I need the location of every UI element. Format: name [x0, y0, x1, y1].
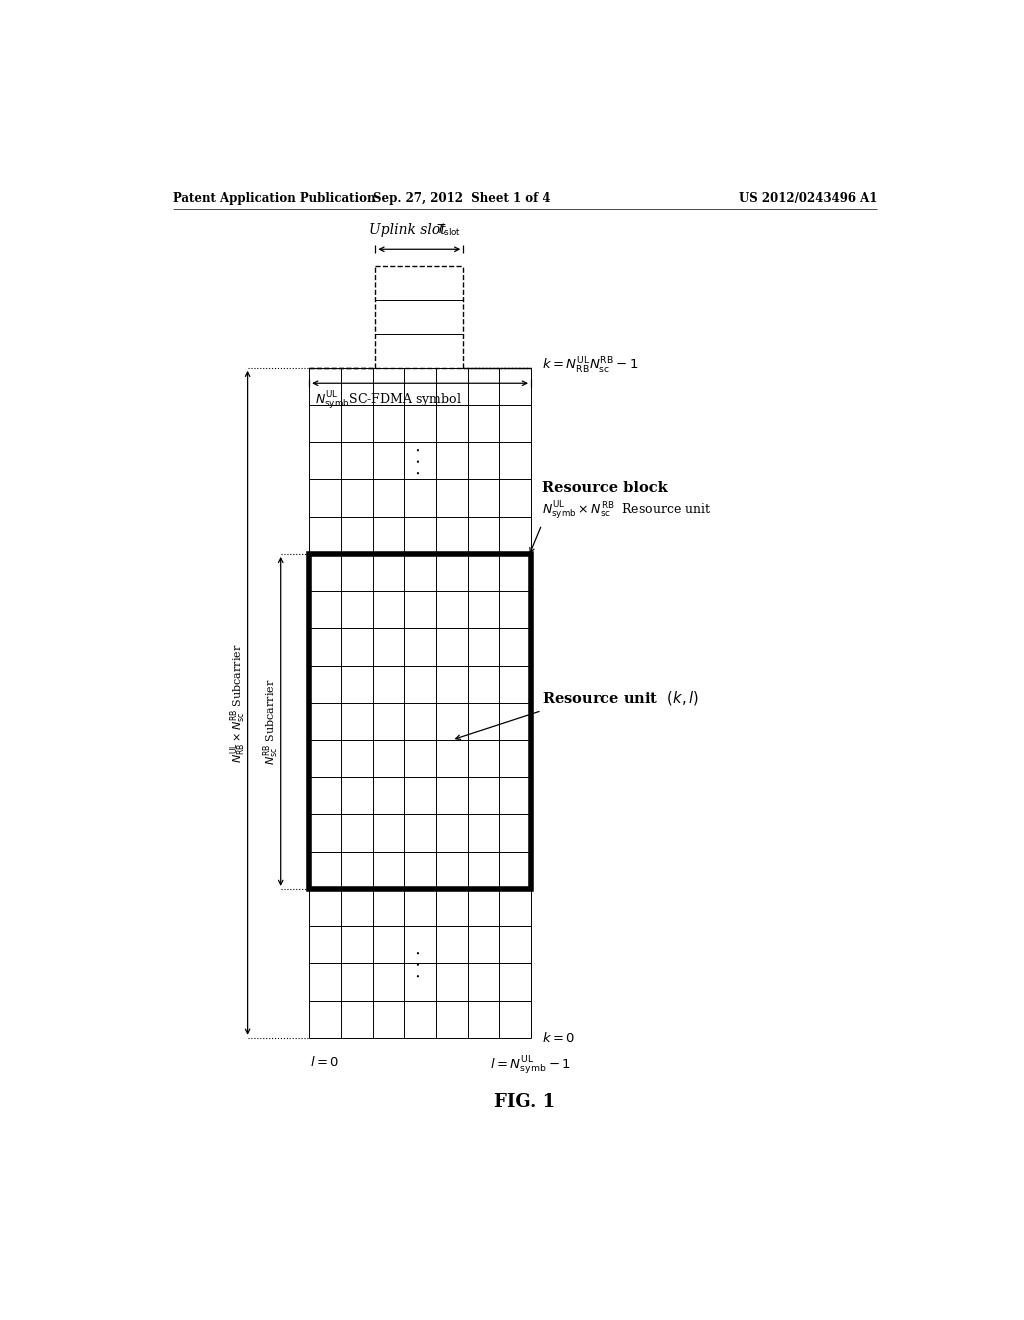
Text: · · ·: · · · — [411, 949, 429, 978]
Text: $N^{\mathrm{UL}}_{\mathrm{symb}}$SC-FDMA symbol: $N^{\mathrm{UL}}_{\mathrm{symb}}$SC-FDMA… — [315, 389, 462, 412]
Text: US 2012/0243496 A1: US 2012/0243496 A1 — [739, 191, 878, 205]
Text: FIG. 1: FIG. 1 — [495, 1093, 555, 1110]
Text: Patent Application Publication: Patent Application Publication — [173, 191, 376, 205]
Text: $l = N^{\mathrm{UL}}_{\mathrm{symb}} - 1$: $l = N^{\mathrm{UL}}_{\mathrm{symb}} - 1… — [489, 1055, 570, 1077]
Text: $k = 0$: $k = 0$ — [542, 1031, 575, 1044]
Text: Uplink slot: Uplink slot — [370, 223, 446, 238]
Text: Resource block: Resource block — [542, 480, 668, 495]
Text: $T_{\mathrm{slot}}$: $T_{\mathrm{slot}}$ — [436, 223, 461, 239]
Text: $N^{\mathrm{UL}}_{\mathrm{RB}} \times N^{\mathrm{RB}}_{\mathrm{sc}}$ Subcarrier: $N^{\mathrm{UL}}_{\mathrm{RB}} \times N^… — [228, 643, 248, 763]
Text: $N^{\mathrm{RB}}_{\mathrm{sc}}$ Subcarrier: $N^{\mathrm{RB}}_{\mathrm{sc}}$ Subcarri… — [262, 678, 282, 764]
Text: $N^{\mathrm{UL}}_{\mathrm{symb}} \times N^{\mathrm{RB}}_{\mathrm{sc}}$  Resource: $N^{\mathrm{UL}}_{\mathrm{symb}} \times … — [542, 500, 712, 521]
Text: Sep. 27, 2012  Sheet 1 of 4: Sep. 27, 2012 Sheet 1 of 4 — [373, 191, 551, 205]
Text: · · ·: · · · — [411, 446, 429, 475]
Text: $l = 0$: $l = 0$ — [310, 1055, 340, 1069]
Bar — [309, 554, 531, 888]
Text: $k = N^{\mathrm{UL}}_{\mathrm{RB}} N^{\mathrm{RB}}_{\mathrm{sc}} - 1$: $k = N^{\mathrm{UL}}_{\mathrm{RB}} N^{\m… — [542, 356, 638, 376]
Text: Resource unit  $(k,l)$: Resource unit $(k,l)$ — [542, 689, 698, 708]
